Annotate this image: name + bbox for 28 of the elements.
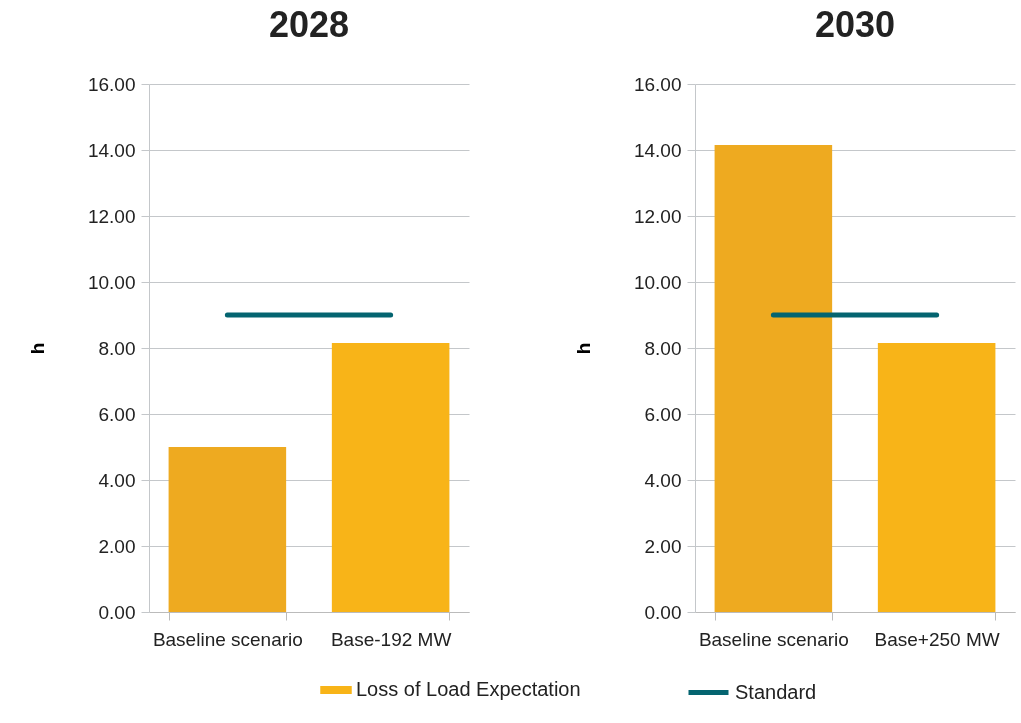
y-tick-label: 4.00 (644, 469, 682, 491)
y-tick-label: 8.00 (644, 337, 682, 359)
y-tick-label: 0.00 (644, 601, 682, 623)
y-tick-label: 2.00 (98, 535, 136, 557)
y-tick-label: 14.00 (87, 139, 136, 161)
y-tick-label: 0.00 (98, 601, 136, 623)
legend-label: Standard (735, 680, 817, 703)
y-tick-label: 6.00 (98, 403, 136, 425)
y-tick-label: 2.00 (644, 535, 682, 557)
legend-label: Loss of Load Expectation (356, 678, 581, 700)
y-tick-label: 16.00 (87, 73, 136, 95)
x-tick-label: Base-192 MW (330, 628, 452, 650)
y-tick-label: 14.00 (633, 139, 682, 161)
y-axis-title: h (572, 342, 594, 355)
x-tick-label: Baseline scenario (152, 628, 303, 650)
y-axis-title: h (26, 342, 48, 355)
y-tick-label: 8.00 (98, 337, 136, 359)
y-tick-label: 10.00 (633, 271, 682, 293)
x-tick-label: Baseline scenario (698, 628, 849, 650)
chart-title: 2028 (268, 4, 350, 45)
chart-title: 2030 (814, 4, 896, 45)
y-tick-label: 12.00 (87, 205, 136, 227)
y-tick-label: 16.00 (633, 73, 682, 95)
y-tick-label: 12.00 (633, 205, 682, 227)
x-tick-label: Base+250 MW (874, 628, 1000, 650)
y-tick-label: 10.00 (87, 271, 136, 293)
y-tick-label: 4.00 (98, 469, 136, 491)
y-tick-label: 6.00 (644, 403, 682, 425)
